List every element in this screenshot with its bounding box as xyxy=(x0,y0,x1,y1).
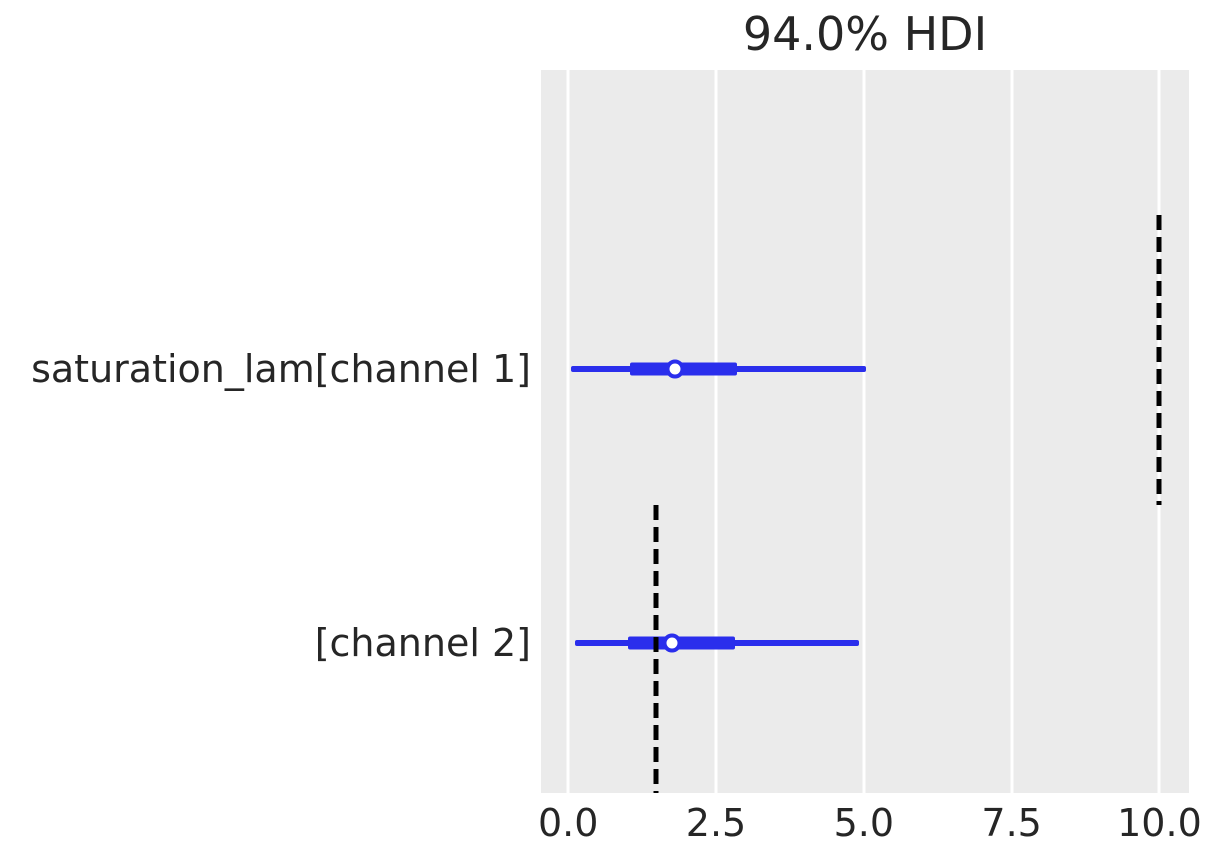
gridline xyxy=(566,70,570,793)
reference-line xyxy=(1156,215,1162,506)
gridline xyxy=(1010,70,1014,793)
median-marker xyxy=(665,359,685,379)
plot-area xyxy=(541,70,1189,793)
gridline xyxy=(862,70,866,793)
reference-line xyxy=(653,505,659,793)
chart-title: 94.0% HDI xyxy=(742,7,988,61)
y-axis-labels: saturation_lam[channel 1] [channel 2] xyxy=(0,70,531,793)
x-tick-label: 0.0 xyxy=(537,801,599,845)
x-tick-label: 7.5 xyxy=(981,801,1042,845)
x-axis-tick-labels: 0.0 2.5 5.0 7.5 10.0 xyxy=(537,797,1202,857)
x-tick-label: 10.0 xyxy=(1117,801,1202,845)
x-tick-label: 2.5 xyxy=(685,801,747,845)
y-axis-label: [channel 2] xyxy=(314,621,531,666)
y-axis-label: saturation_lam[channel 1] xyxy=(31,347,531,392)
gridline xyxy=(714,70,718,793)
median-marker xyxy=(662,633,682,653)
x-tick-label: 5.0 xyxy=(833,801,895,845)
